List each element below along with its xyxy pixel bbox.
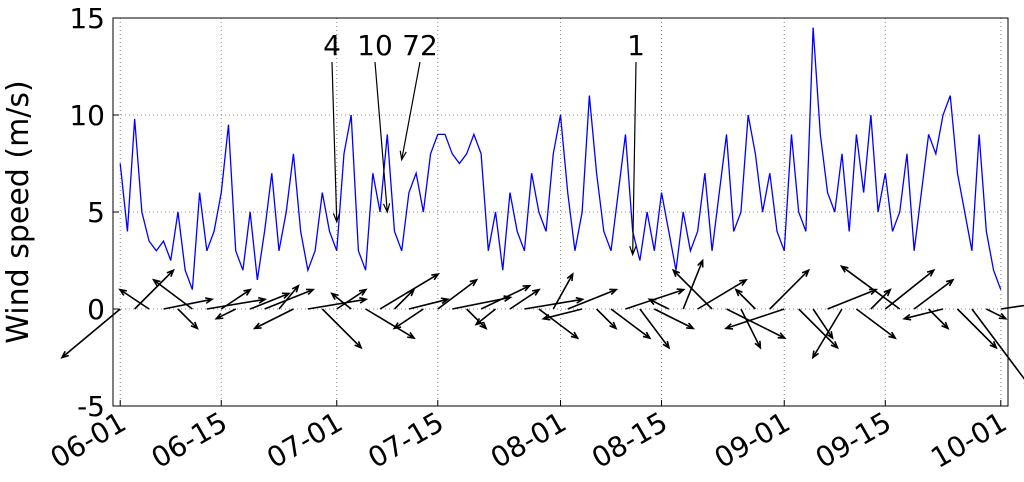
wind-arrow [913,278,955,310]
annotation-arrow [399,61,421,162]
wind-arrow [480,284,532,310]
wind-arrow [252,308,294,330]
y-tick-label: 0 [87,293,105,326]
wind-arrow [214,308,237,320]
plot-frame [112,17,1009,407]
wind-arrow [151,278,193,310]
wind-arrow [724,308,785,330]
y-tick-label: -5 [77,390,105,423]
wind-arrow [509,288,541,310]
wind-arrow [734,288,756,310]
wind-arrow [264,288,315,310]
wind-arrow [902,308,944,321]
wind-arrow [740,308,762,350]
annotation-arrow [331,61,341,224]
y-tick-label: 10 [69,99,105,132]
wind-arrow [827,288,878,310]
x-tick-label: 10-01 [925,405,1012,474]
wind-arrow [726,308,787,340]
wind-arrow [647,298,670,310]
wind-arrow [671,268,713,310]
wind-arrow [474,308,497,326]
wind-arrow [177,308,199,330]
wind-arrow [452,295,513,310]
wind-arrow [1000,304,1024,310]
x-tick-label: 06-15 [146,405,233,474]
wind-arrow [336,288,368,310]
x-tick-label: 08-01 [485,405,572,474]
wind-arrow [278,284,300,310]
annotation-arrow [629,61,637,257]
annotation-arrow [374,61,391,214]
x-tick-label: 07-15 [362,405,449,474]
annotation-label: 1 [627,29,645,62]
wind-arrow [839,265,901,310]
wind-arrow [639,308,671,350]
wind-arrow [393,288,416,310]
wind-arrow [437,278,479,310]
wind-arrow [392,308,424,330]
y-tick-label: 5 [87,196,105,229]
wind-arrow [365,308,416,340]
wind-arrow [567,288,619,310]
wind-arrow [811,308,843,360]
wind-arrow [769,268,811,310]
annotation-label: 4 [323,29,341,62]
wind-arrow [60,308,121,359]
wind-arrow [330,292,352,310]
wind-arrow [798,308,839,350]
wind-arrow [552,272,574,310]
wind-arrow [524,296,585,310]
wind-arrow [870,288,892,310]
wind-arrow [538,308,580,340]
x-tick-label: 08-15 [586,405,673,474]
wind-arrow [697,278,748,310]
wind-arrow [466,308,488,330]
wind-arrow [855,308,897,340]
x-tick-label: 09-01 [709,405,796,474]
annotation-label: 72 [402,29,438,62]
y-tick-label: 15 [69,2,105,35]
wind-arrow [118,288,150,310]
y-axis-label: Wind speed (m/s) [1,80,36,343]
wind-arrow [610,308,652,340]
wind-speed-line [119,27,1002,290]
annotation-label: 10 [357,29,393,62]
x-tick-label: 07-01 [261,405,348,474]
wind-arrow [163,297,215,310]
wind-arrow [956,308,998,350]
wind-arrow [653,308,695,330]
wind-arrow [682,258,704,310]
wind-arrow [985,308,1008,320]
wind-arrow [220,288,253,310]
wind-arrow [249,292,291,310]
wind-arrow [206,296,268,310]
wind-arrow [307,296,369,310]
wind-arrow [408,297,450,310]
wind-arrow [971,308,1024,384]
wind-arrow [812,308,834,340]
wind-arrow [884,268,936,310]
wind-arrow [134,268,175,310]
x-tick-label: 09-15 [810,405,897,474]
wind-arrow [541,308,583,321]
wind-arrow [596,308,618,330]
wind-arrow [321,308,363,350]
